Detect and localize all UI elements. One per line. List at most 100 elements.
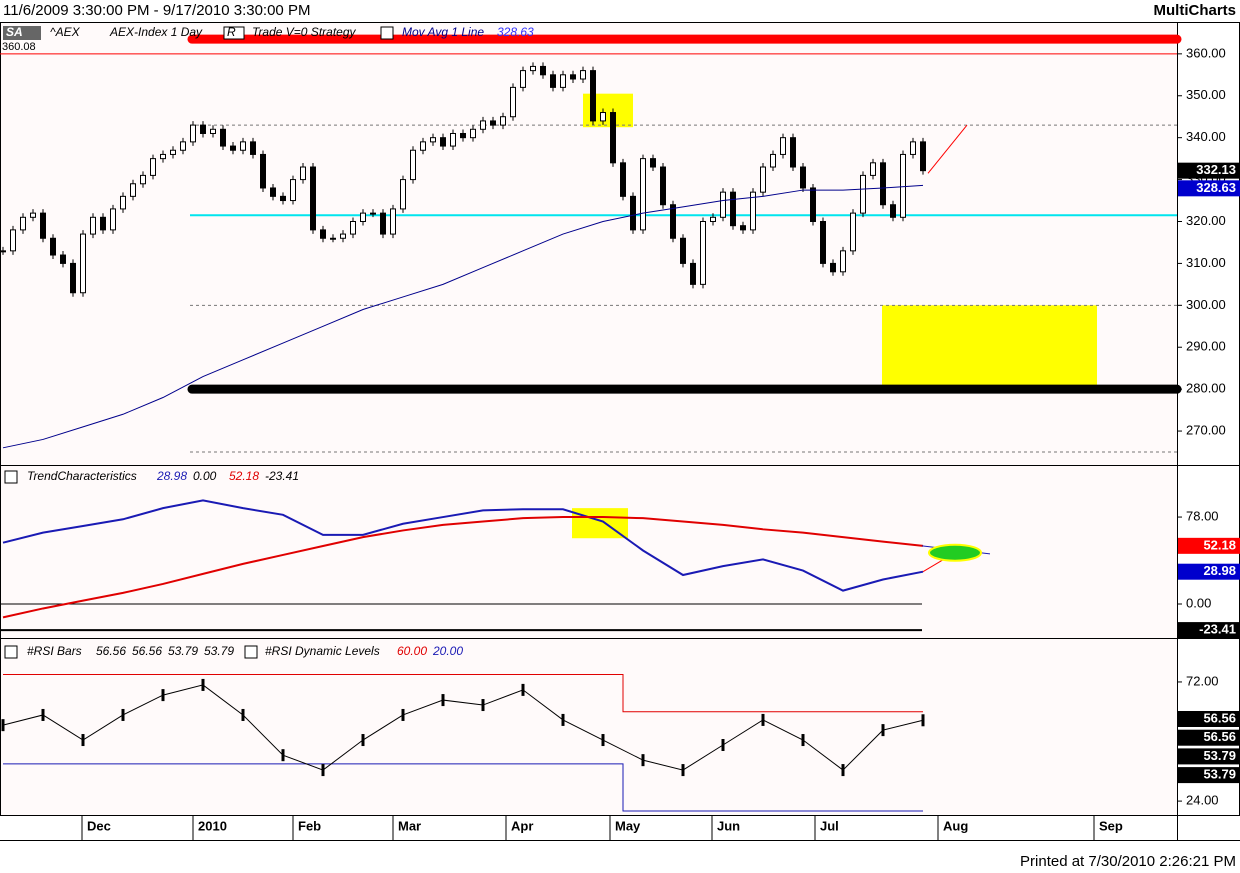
date-range: 11/6/2009 3:30:00 PM - 9/17/2010 3:30:00… [3,2,310,19]
candle [740,225,746,231]
ma-last-box [1178,180,1240,197]
y-tick-label: 300.00 [1186,297,1226,312]
candle [310,166,316,231]
hline-last-box [1178,622,1240,639]
candle [460,132,466,139]
ma-last: 328.63 [1196,180,1236,195]
indicator-name: TrendCharacteristics [27,469,137,483]
candle [320,229,326,239]
close-box [244,645,258,659]
candle [200,124,206,134]
x-tick-label: Jun [717,818,740,833]
candle [640,158,646,231]
candle [340,233,346,239]
candle [360,212,366,222]
symbol: ^AEX [50,25,81,39]
y-tick-label: 350.00 [1186,87,1226,102]
candle [840,250,846,273]
close-box [4,645,18,659]
candle [820,220,826,264]
legend-value: 28.98 [156,469,187,483]
blue-last-box [1178,563,1240,580]
candle [190,124,196,143]
candle [10,229,16,252]
candle [890,204,896,218]
candle [730,191,736,227]
candle [530,65,536,72]
y-tick-label: 340.00 [1186,129,1226,144]
candle [50,237,56,256]
candle [350,220,356,235]
red-last-box [1178,537,1240,554]
level-value: 60.00 [397,644,427,658]
candle [520,70,526,88]
candle [860,174,866,214]
candle [120,195,126,210]
x-tick-label: Dec [87,818,111,833]
strategy: Trade V=0 Strategy [252,25,357,39]
candle [130,183,136,197]
candle [150,158,156,176]
candle [440,137,446,147]
candle [300,166,306,181]
rsi-value-box [1178,729,1240,746]
marker [928,543,982,562]
x-tick-label: Aug [943,818,968,833]
pane-borders [0,22,1240,841]
legend-value: -23.41 [265,469,299,483]
candle [610,112,616,164]
lower-level [3,763,923,812]
candle [720,191,726,218]
candle [450,132,456,147]
data-box: R [227,25,236,39]
description: AEX-Index 1 Day [109,25,203,39]
last-price-box [1178,162,1240,179]
rsi-value: 56.56 [1203,710,1236,725]
candle [920,141,926,172]
footer: Printed at 7/30/2010 2:26:21 PM [1020,853,1236,870]
candle [770,153,776,168]
candle [60,254,66,264]
symbol-box-bg [3,26,41,40]
candle [400,179,406,210]
rsi-value-box [1178,711,1240,727]
trend-line [2,516,924,619]
candle [660,166,666,206]
hline-last: -23.41 [1199,622,1236,637]
candle [750,191,756,231]
y-tick-label: 270.00 [1186,422,1226,437]
data-box-bg [223,26,245,40]
ma-name: Mov Avg 1 Line [402,25,484,39]
symbol-box: SA [6,25,23,39]
trend-line [2,499,924,592]
candle [670,204,676,239]
candle [900,153,906,218]
candle [410,149,416,181]
x-tick-label: Apr [511,818,533,833]
candle [280,195,286,202]
candle [690,262,696,285]
red-last: 52.18 [1203,537,1236,552]
candle [230,145,236,151]
candle [170,149,176,155]
candle [590,70,596,122]
y-tick-label: 310.00 [1186,255,1226,270]
legend-value: 56.56 [132,644,162,658]
ma-value: 328.63 [497,25,534,39]
candle [80,233,86,294]
x-tick-label: Mar [398,818,421,833]
candle [290,179,296,202]
candle [790,137,796,168]
candle [560,74,566,88]
candle [420,141,426,151]
candle [0,250,6,253]
candle [500,116,506,126]
candle [240,141,246,151]
legend-value: 53.79 [168,644,198,658]
candle [910,141,916,155]
corner-value: 360.08 [2,41,36,53]
x-tick-label: Sep [1099,818,1123,833]
candle [370,212,376,215]
candle [380,212,386,235]
projection [927,124,968,174]
